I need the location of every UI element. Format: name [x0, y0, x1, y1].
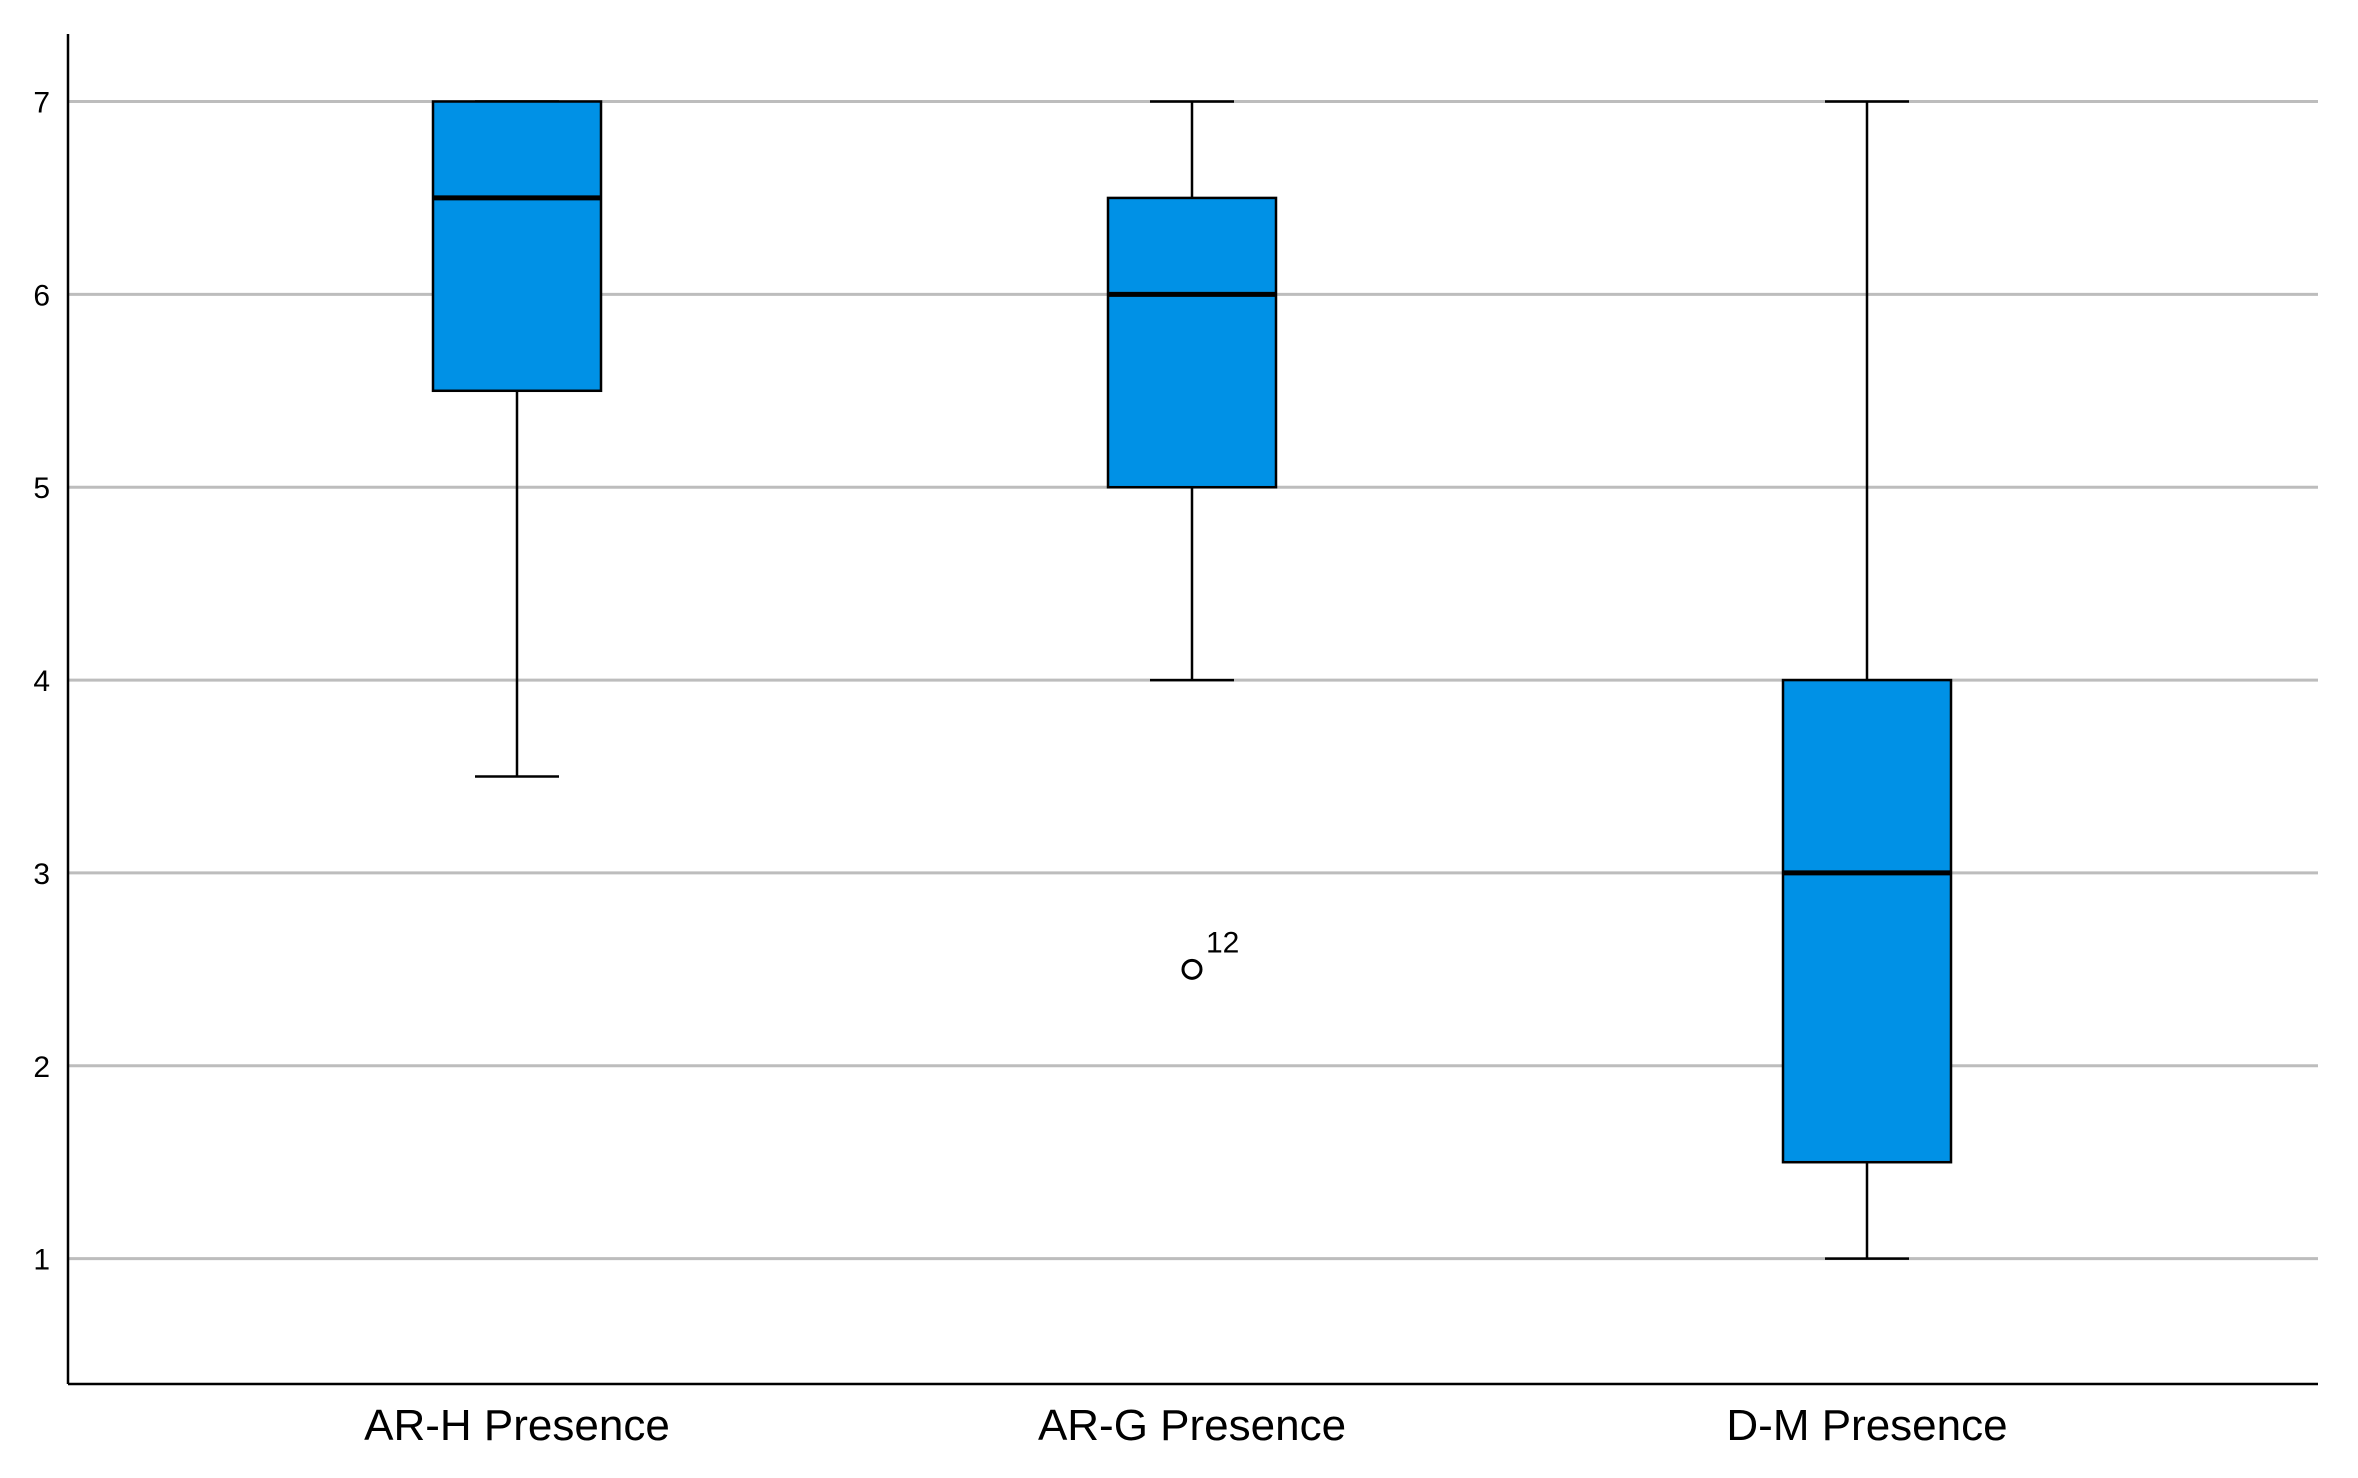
y-tick-label: 4 — [33, 665, 50, 698]
x-category-label: AR-H Presence — [364, 1401, 670, 1450]
x-category-label: D-M Presence — [1726, 1401, 2007, 1450]
outlier-label: 12 — [1206, 926, 1239, 959]
box-series: 12 — [431, 100, 1953, 1260]
x-category-label: AR-G Presence — [1038, 1401, 1346, 1450]
axes — [66, 34, 2318, 1386]
iqr-box — [431, 100, 603, 393]
y-tick-label: 6 — [33, 279, 50, 312]
box-group-1 — [431, 100, 603, 778]
outlier-point — [1181, 958, 1203, 980]
y-tick-label: 2 — [33, 1051, 50, 1084]
box-group-3 — [1781, 100, 1953, 1260]
y-tick-label: 1 — [33, 1244, 50, 1277]
y-tick-label: 5 — [33, 472, 50, 505]
y-tick-label: 3 — [33, 858, 50, 891]
category-labels: AR-H Presence AR-G Presence D-M Presence — [364, 1401, 2007, 1450]
iqr-box — [1106, 196, 1278, 489]
iqr-box — [1781, 678, 1953, 1164]
y-tick-labels: 1 2 3 4 5 6 7 — [33, 87, 50, 1277]
box-group-2: 12 — [1106, 100, 1278, 980]
y-tick-label: 7 — [33, 87, 50, 120]
